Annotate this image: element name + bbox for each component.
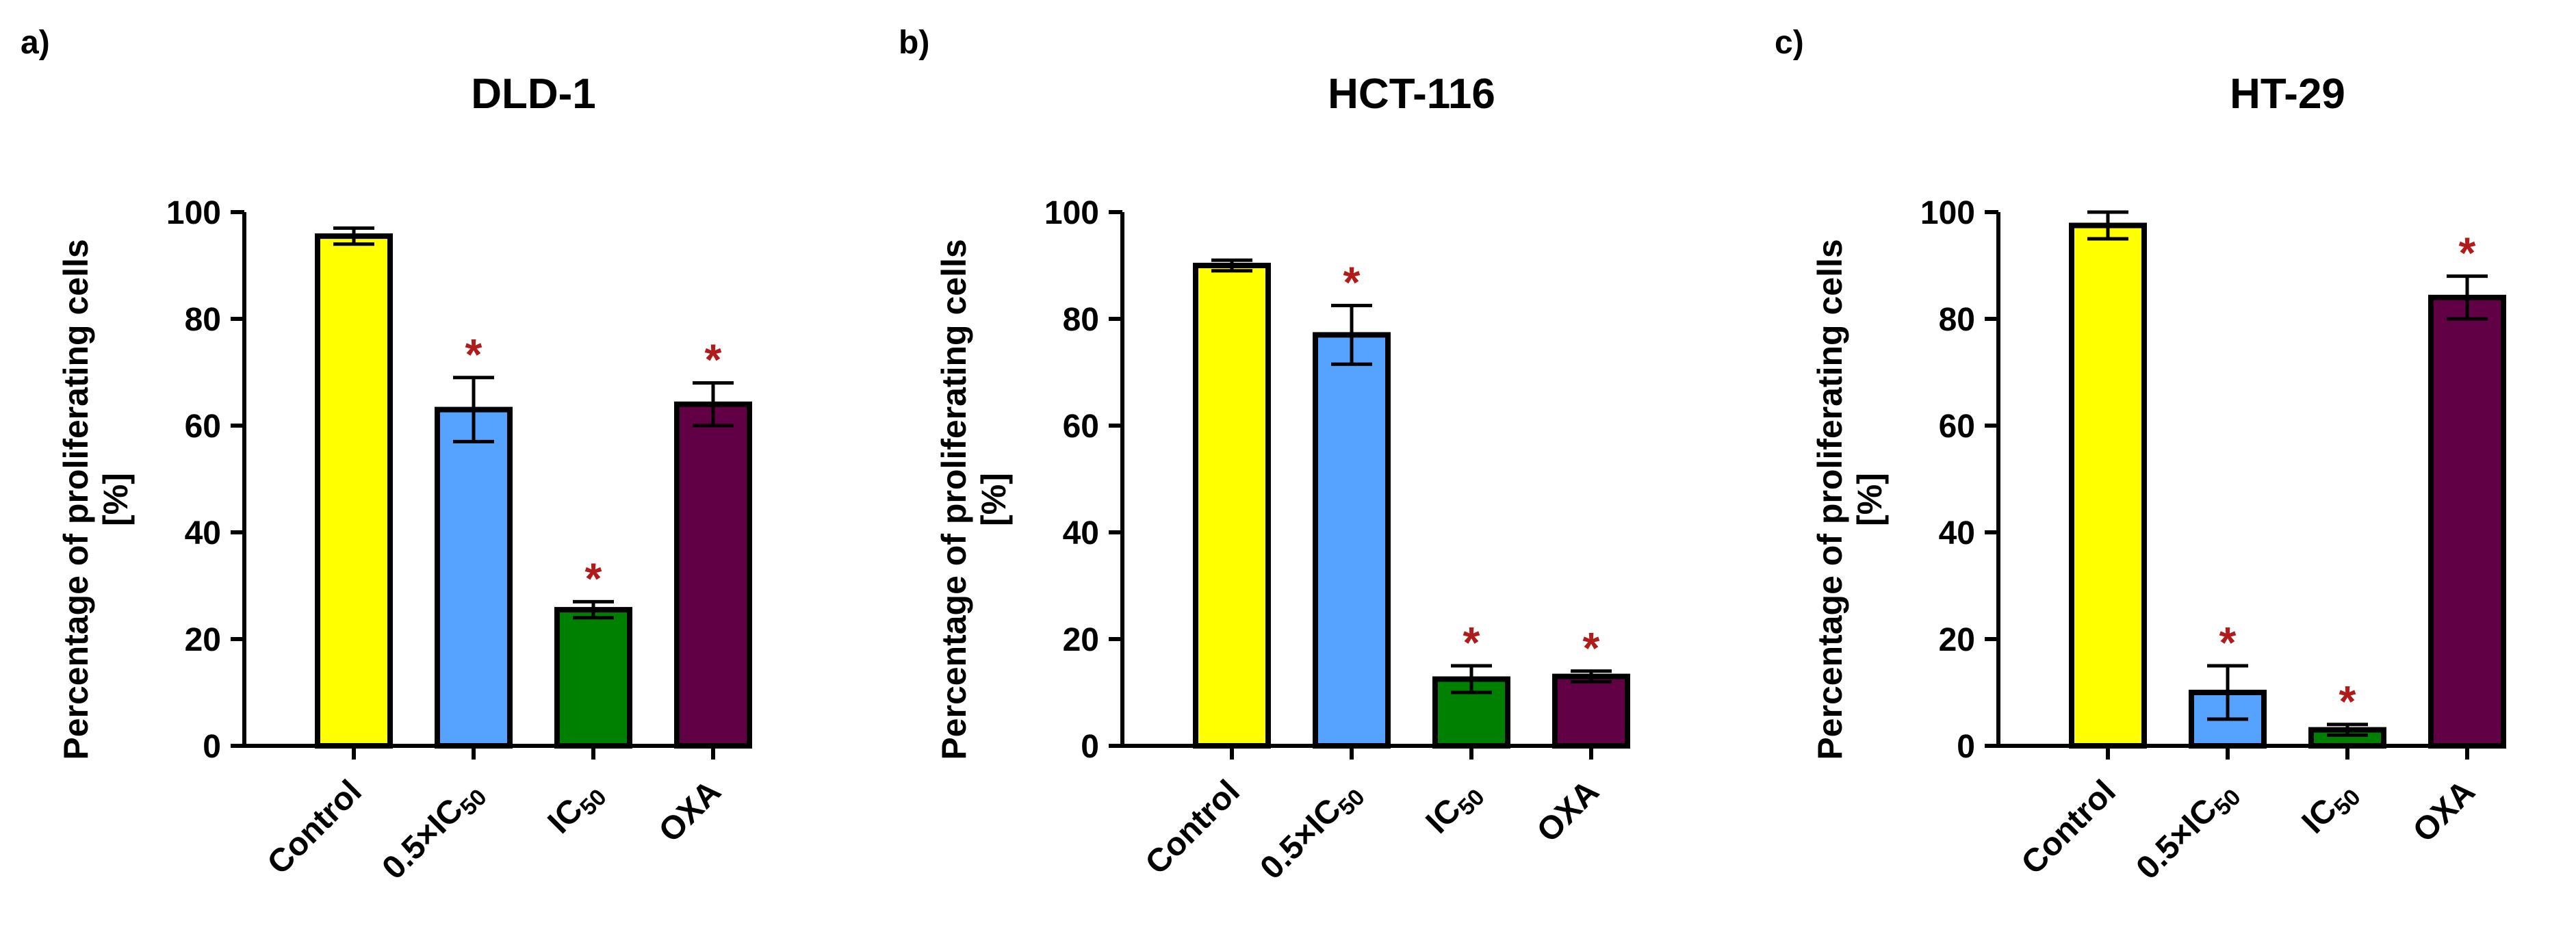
bar <box>1313 332 1391 749</box>
chart-panel-2: b) HCT-116 Percentage of proliferating cel… <box>899 25 1630 890</box>
chart-panel-1: a) DLD-1 Percentage of proliferating cells… <box>21 25 752 890</box>
y-tick-label: 20 <box>185 622 221 658</box>
y-tick-label: 20 <box>1939 622 1975 658</box>
significance-marker: * <box>585 554 602 603</box>
y-tick-label: 40 <box>1063 515 1099 552</box>
bar <box>674 401 752 749</box>
y-tick-label: 40 <box>1939 515 1975 552</box>
significance-marker: * <box>2339 677 2356 726</box>
significance-marker: * <box>2459 229 2476 278</box>
x-category-label: Control <box>1139 773 1247 881</box>
x-category-text: Control <box>2015 773 2123 881</box>
y-tick-label: 80 <box>1063 302 1099 338</box>
x-category-label: 0.5×IC50 <box>1254 773 1370 890</box>
x-category-text: OXA <box>2406 773 2482 849</box>
x-category-text: OXA <box>1530 773 1606 849</box>
y-tick-label: 40 <box>185 515 221 552</box>
x-category-text: Control <box>261 773 369 881</box>
y-tick-label: 100 <box>1920 195 1975 231</box>
significance-marker: * <box>1583 623 1600 673</box>
x-category-text: 0.5×IC <box>1254 792 1348 886</box>
bar <box>554 607 632 749</box>
significance-marker: * <box>1463 618 1480 667</box>
x-category-text: 0.5×IC <box>2130 792 2224 886</box>
y-tick-label: 60 <box>1063 408 1099 445</box>
y-tick-label: 100 <box>166 195 221 231</box>
bar <box>315 233 393 749</box>
y-axis-label: [%] <box>1851 473 1889 526</box>
y-axis-label: [%] <box>975 473 1013 526</box>
y-tick-label: 80 <box>185 302 221 338</box>
chart-panel-3: c) HT-29 Percentage of proliferating cells… <box>1775 25 2506 890</box>
y-tick-label: 60 <box>185 408 221 445</box>
significance-marker: * <box>1343 258 1361 307</box>
bar <box>2069 222 2147 749</box>
x-category-label: Control <box>261 773 369 881</box>
x-category-label: OXA <box>652 773 728 849</box>
bar <box>1552 673 1630 749</box>
significance-marker: * <box>705 335 722 385</box>
y-tick-label: 0 <box>203 729 221 765</box>
significance-marker: * <box>2219 618 2237 667</box>
chart-title: HT-29 <box>2230 70 2345 118</box>
y-tick-label: 20 <box>1063 622 1099 658</box>
y-tick-label: 0 <box>1957 729 1975 765</box>
x-category-text: 0.5×IC <box>376 792 470 886</box>
x-category-label: OXA <box>1530 773 1606 849</box>
bar <box>435 406 513 749</box>
x-category-text: OXA <box>652 773 728 849</box>
chart-title: HCT-116 <box>1328 70 1495 118</box>
y-tick-label: 100 <box>1044 195 1099 231</box>
x-category-label: IC50 <box>1419 773 1490 844</box>
x-category-label: IC50 <box>2295 773 2366 844</box>
y-axis-label: Percentage of proliferating cells <box>57 239 95 760</box>
y-tick-label: 0 <box>1081 729 1099 765</box>
chart-title: DLD-1 <box>471 70 596 118</box>
x-category-label: IC50 <box>541 773 612 844</box>
x-category-label: 0.5×IC50 <box>376 773 492 890</box>
y-axis-label: [%] <box>96 473 135 526</box>
y-tick-label: 80 <box>1939 302 1975 338</box>
panel-label: b) <box>899 25 929 61</box>
panel-label: c) <box>1775 25 1804 61</box>
x-category-text: Control <box>1139 773 1247 881</box>
y-axis-label: Percentage of proliferating cells <box>1811 239 1849 760</box>
y-tick-label: 60 <box>1939 408 1975 445</box>
significance-marker: * <box>465 330 482 379</box>
x-category-label: 0.5×IC50 <box>2130 773 2246 890</box>
panel-label: a) <box>21 25 50 61</box>
x-category-label: Control <box>2015 773 2123 881</box>
y-axis-label: Percentage of proliferating cells <box>935 239 973 760</box>
x-category-label: OXA <box>2406 773 2482 849</box>
bar <box>2428 294 2506 749</box>
bar <box>1193 263 1271 749</box>
